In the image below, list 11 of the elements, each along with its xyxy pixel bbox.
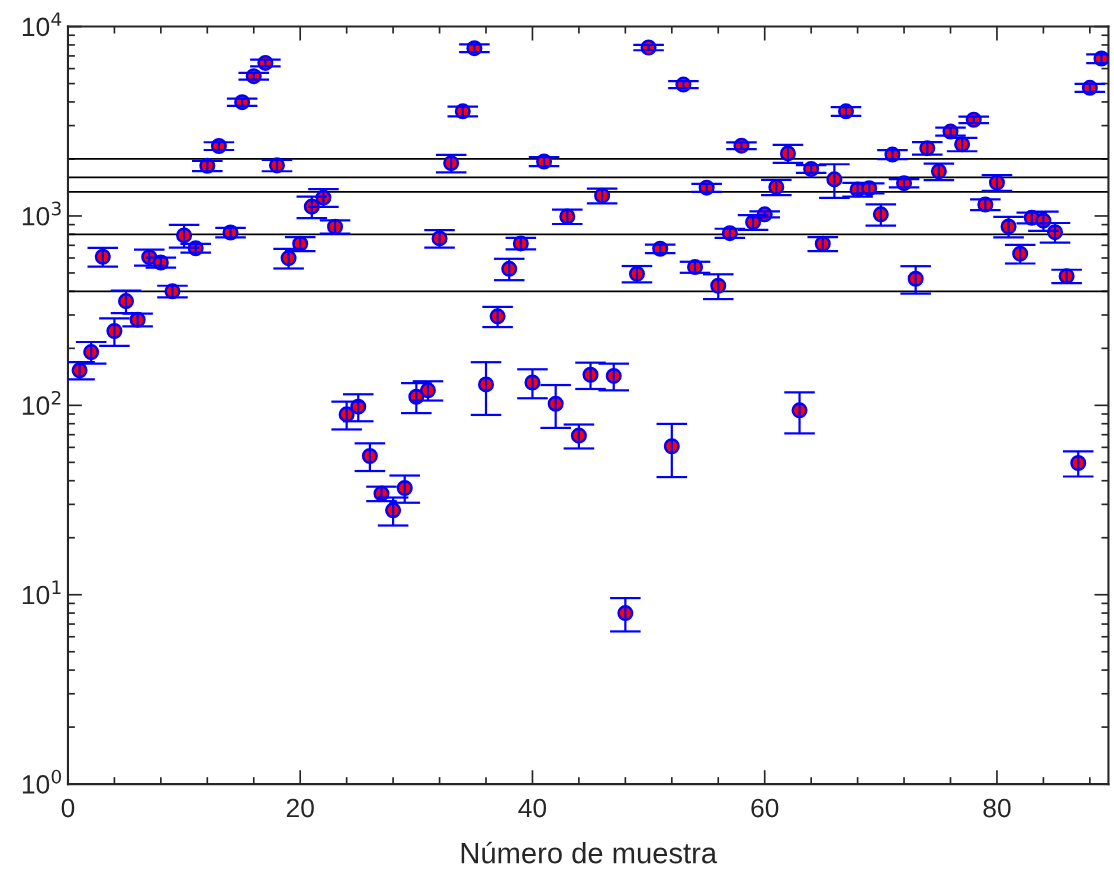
- x-tick-label: 0: [61, 798, 75, 818]
- x-axis-title: Número de muestra: [461, 841, 718, 864]
- x-tick-label: 20: [286, 798, 314, 818]
- x-tick-label: 80: [983, 798, 1011, 818]
- y-tick-label: 10$^{1}$: [22, 580, 61, 605]
- y-tick-label: 10$^{2}$: [22, 390, 61, 415]
- x-tick-label: 40: [518, 798, 547, 818]
- x-tick-label: 60: [751, 798, 779, 818]
- y-tick-label: 10$^{4}$: [22, 12, 62, 37]
- y-tick-label: 10$^{0}$: [22, 769, 61, 794]
- y-tick-label: 10$^{3}$: [22, 201, 61, 226]
